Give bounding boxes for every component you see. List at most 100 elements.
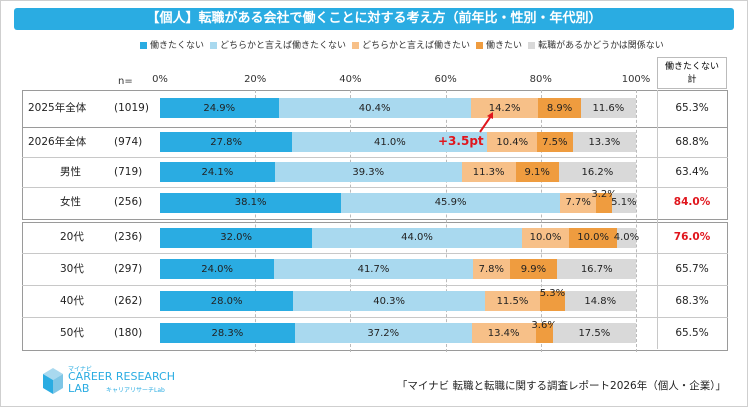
- bar-row: 20代 (236) 32.0% 44.0% 10.0% 10.0% 4.0% 76.0%: [22, 222, 728, 253]
- bar-segment: 17.5%: [552, 323, 636, 343]
- bar-segment: 10.4%: [487, 132, 537, 152]
- x-tick-label: 80%: [529, 74, 552, 85]
- bar-segment: 10.0%: [521, 227, 570, 248]
- data-label: 40.4%: [358, 102, 391, 114]
- bar-segment: 11.3%: [461, 162, 516, 182]
- bar-segment: 41.7%: [274, 259, 473, 279]
- legend-item: 転職があるかどうかは関係ない: [528, 38, 664, 51]
- grid-line: [350, 90, 352, 352]
- bar-row: 男性 (719) 24.1% 39.3% 11.3% 9.1% 16.2% 63.4%: [22, 157, 728, 187]
- x-tick-label: 0%: [152, 74, 168, 85]
- data-label: 39.3%: [352, 166, 385, 178]
- sample-size-label: (719): [114, 166, 143, 178]
- legend-swatch: [210, 42, 218, 49]
- total-value: 63.4%: [675, 166, 709, 178]
- bar-segment: 45.9%: [341, 192, 560, 213]
- bar-segment: 4.0%: [613, 227, 640, 248]
- sample-size-label: (974): [114, 136, 143, 148]
- data-label: 38.1%: [234, 197, 267, 208]
- data-label: 45.9%: [434, 197, 467, 208]
- bar-segment: 27.8%: [160, 132, 293, 152]
- grid-line: [636, 90, 637, 352]
- data-label: 4.0%: [613, 232, 640, 243]
- bar-segment: 13.3%: [572, 132, 636, 152]
- bar-segment: 24.9%: [160, 98, 279, 118]
- data-label: 16.2%: [581, 166, 614, 178]
- data-label: 16.7%: [580, 263, 613, 275]
- bar-segment: 7.7%: [559, 192, 597, 213]
- total-value: 65.5%: [675, 327, 709, 339]
- data-label: 10.0%: [577, 232, 610, 243]
- bar-segment: 8.9%: [538, 98, 581, 118]
- bar-row: 30代 (297) 24.0% 41.7% 7.8% 9.9% 16.7% 65.7%: [22, 253, 728, 285]
- bar-segment: 41.0%: [292, 132, 488, 152]
- grid-line: [540, 90, 542, 352]
- bar-row: 50代 (180) 28.3% 37.2% 13.4% 3.6% 17.5% 65.5%: [22, 317, 728, 349]
- x-tick-label: 60%: [434, 74, 457, 85]
- data-label: 10.0%: [529, 232, 562, 243]
- bar-segment: 7.8%: [472, 259, 510, 279]
- bar-row: 2026年全体 (974) 27.8% 41.0% 10.4% 7.5% 13.3% 68.8…: [22, 127, 728, 157]
- data-label: 3.2%: [591, 189, 617, 200]
- sum-header-line1: 働きたくない: [664, 62, 719, 72]
- bar-segment: 24.0%: [160, 259, 275, 279]
- data-label: 13.3%: [588, 136, 621, 148]
- x-tick-label: 40%: [339, 74, 362, 85]
- grid-line: [255, 90, 257, 352]
- sample-size-label: (262): [114, 295, 143, 307]
- data-label: 41.7%: [357, 263, 390, 275]
- data-label: 24.0%: [201, 263, 233, 275]
- legend-item: 働きたい: [476, 38, 522, 51]
- x-tick-label: 20%: [244, 74, 267, 85]
- data-label: 3.6%: [531, 319, 557, 331]
- bar-segment: 11.5%: [485, 291, 540, 311]
- x-tick-label: 100%: [621, 74, 651, 85]
- bar-segment: 44.0%: [312, 227, 522, 248]
- chart-title: 【個人】転職がある会社で働くことに対する考え方（前年比・性別・年代別）: [14, 8, 734, 30]
- row-separator: [22, 285, 728, 286]
- data-label: 11.6%: [592, 102, 625, 114]
- sample-size-label: (256): [114, 196, 143, 208]
- data-label: 14.8%: [584, 295, 617, 307]
- legend-swatch: [528, 42, 536, 49]
- total-value: 68.3%: [675, 295, 709, 307]
- data-label: 41.0%: [374, 136, 406, 148]
- logo-brand: マイナビ: [68, 366, 92, 373]
- bar-row: 40代 (262) 28.0% 40.3% 11.5% 5.3% 14.8% 68.3%: [22, 285, 728, 317]
- bar-segment: 3.2%: [591, 189, 617, 213]
- sum-column-header: 働きたくない 計: [657, 57, 727, 89]
- legend-label: 働きたい: [486, 41, 523, 51]
- category-label: 女性: [60, 196, 81, 208]
- bar-segment: 38.1%: [160, 192, 342, 213]
- bar-row: 2025年全体 (1019) 24.9% 40.4% 14.2% 8.9% 11.6% 65.…: [22, 90, 728, 126]
- data-label: 9.1%: [524, 166, 550, 178]
- bar-segment: 28.0%: [160, 291, 294, 311]
- category-label: 50代: [60, 327, 84, 339]
- n-label: n=: [118, 76, 133, 87]
- callout-label: +3.5pt: [438, 134, 484, 148]
- legend-item: 働きたくない: [140, 38, 204, 51]
- legend-swatch: [352, 42, 360, 49]
- data-label: 7.7%: [565, 197, 591, 208]
- bar-segment: 13.4%: [471, 323, 536, 343]
- data-label: 37.2%: [367, 327, 400, 339]
- category-label: 2026年全体: [28, 136, 87, 148]
- bar-segment: 11.6%: [580, 98, 636, 118]
- legend-swatch: [140, 42, 147, 49]
- legend-label: どちらかと言えば働きたい: [362, 41, 471, 51]
- bar-segment: 7.5%: [536, 132, 573, 152]
- data-label: 11.3%: [472, 166, 505, 178]
- data-label: 7.5%: [542, 136, 568, 148]
- bar-segment: 16.7%: [556, 259, 637, 279]
- logo-sub: キャリアリサーチLab: [106, 387, 165, 394]
- data-label: 9.9%: [520, 263, 547, 275]
- total-value: 68.8%: [675, 136, 709, 148]
- bar-segment: 3.6%: [531, 320, 557, 343]
- data-label: 32.0%: [220, 232, 253, 243]
- row-separator: [22, 317, 728, 318]
- legend-swatch: [476, 42, 484, 49]
- bar-segment: 14.2%: [470, 98, 539, 118]
- bar-segment: 9.9%: [509, 259, 557, 279]
- row-separator: [22, 253, 728, 254]
- bar-segment: 37.2%: [294, 323, 472, 343]
